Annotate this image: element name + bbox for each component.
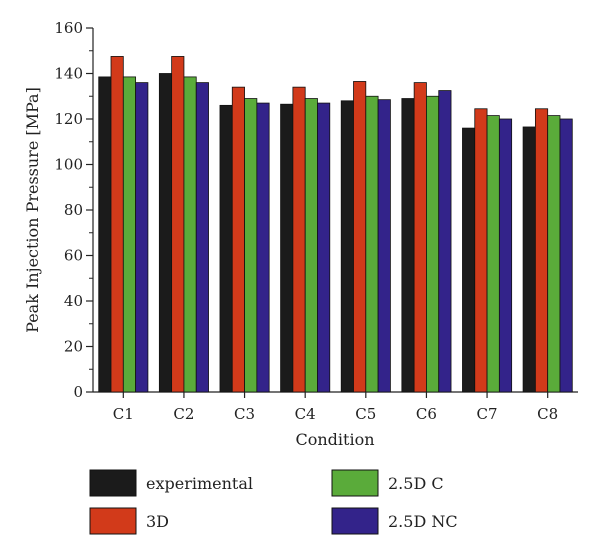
- x-tick-label: C6: [416, 405, 437, 423]
- x-tick-label: C8: [537, 405, 558, 423]
- legend-label: 3D: [146, 512, 169, 531]
- legend-swatch-experimental: [89, 469, 137, 497]
- bar-experimental-c1: [98, 76, 112, 393]
- x-tick-label: C7: [477, 405, 498, 423]
- bar-2.5d-nc-c4: [317, 102, 331, 393]
- y-tick-label: 160: [54, 19, 83, 37]
- bar-2.5d-nc-c1: [135, 82, 149, 393]
- bar-experimental-c7: [462, 127, 476, 393]
- y-tick-label: 20: [64, 338, 83, 356]
- bar-2.5d-nc-c8: [559, 118, 573, 393]
- y-tick-label: 0: [73, 383, 83, 401]
- bar-2.5d-c-c8: [547, 115, 561, 393]
- y-axis-title: Peak Injection Pressure [MPa]: [23, 87, 42, 333]
- x-tick-label: C1: [113, 405, 134, 423]
- y-tick-label: 140: [54, 65, 83, 83]
- bar-2.5d-c-c7: [486, 115, 500, 393]
- bar-2.5d-c-c1: [122, 76, 137, 393]
- y-tick-label: 60: [64, 247, 83, 265]
- bar-3d-c7: [474, 108, 488, 393]
- bar-3d-c2: [171, 56, 185, 393]
- x-tick-label: C5: [355, 405, 376, 423]
- legend-swatch-3d: [89, 507, 137, 535]
- bar-2.5d-nc-c7: [498, 118, 513, 393]
- y-tick-label: 120: [54, 110, 83, 128]
- bar-experimental-c5: [340, 100, 354, 393]
- bar-2.5d-nc-c3: [256, 102, 270, 393]
- x-tick-label: C2: [173, 405, 194, 423]
- y-tick-label: 80: [64, 201, 83, 219]
- y-tick-label: 40: [64, 292, 83, 310]
- x-tick-label: C3: [234, 405, 255, 423]
- legend-label: 2.5D C: [388, 474, 444, 493]
- legend-label: 2.5D NC: [388, 512, 458, 531]
- bar-2.5d-c-c6: [426, 95, 440, 393]
- bar-2.5d-nc-c2: [195, 82, 209, 393]
- bar-2.5d-c-c2: [183, 76, 197, 393]
- y-tick-label: 100: [54, 156, 83, 174]
- bar-3d-c6: [413, 82, 427, 393]
- bar-2.5d-nc-c5: [377, 99, 391, 393]
- bar-2.5d-c-c5: [365, 95, 379, 393]
- bar-3d-c5: [353, 81, 367, 393]
- bar-3d-c3: [231, 86, 245, 393]
- bar-experimental-c8: [522, 126, 536, 393]
- legend-swatch-2.5d-nc: [331, 507, 379, 535]
- bar-experimental-c6: [401, 98, 415, 393]
- x-tick-label: C4: [295, 405, 316, 423]
- plot-area: 0 20 40 60 80 100 120 140 160 C1 C2 C3 C4 C5 C6 C7 C8: [54, 19, 578, 423]
- bar-2.5d-c-c3: [244, 98, 258, 393]
- bar-3d-c1: [110, 56, 124, 393]
- bar-3d-c4: [292, 86, 306, 393]
- bar-2.5d-c-c4: [304, 98, 318, 393]
- bar-experimental-c3: [219, 104, 233, 393]
- legend: experimental 3D 2.5D C 2.5D NC: [89, 469, 458, 535]
- bar-experimental-c2: [158, 73, 173, 393]
- bar-3d-c8: [534, 108, 549, 393]
- legend-label: experimental: [146, 474, 253, 493]
- legend-swatch-2.5d-c: [331, 469, 379, 497]
- bar-experimental-c4: [280, 103, 294, 393]
- x-axis-title: Condition: [295, 430, 374, 449]
- bar-2.5d-nc-c6: [438, 90, 452, 393]
